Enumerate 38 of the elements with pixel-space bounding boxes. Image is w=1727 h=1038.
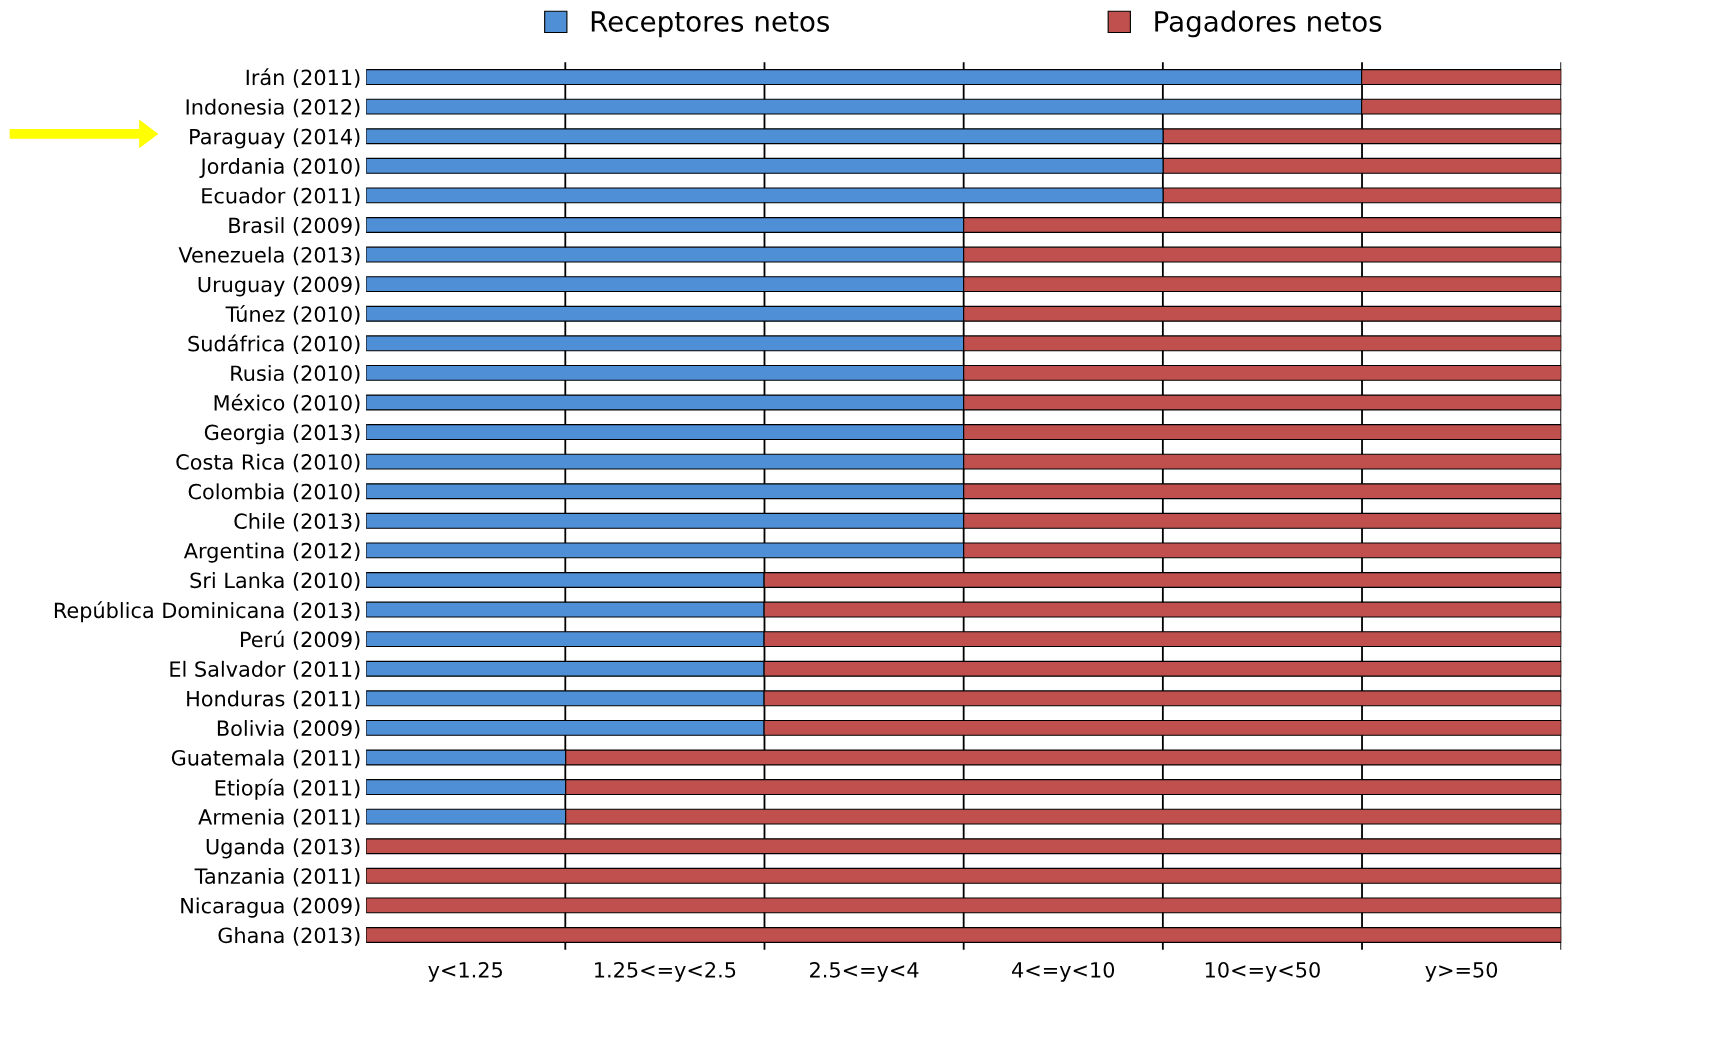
text: y>=50 xyxy=(1425,961,1498,982)
y-tick-label: República Dominicana (2013) xyxy=(54,601,360,623)
y-tick-label: Venezuela (2013) xyxy=(178,246,360,266)
y-tick-label: Costa Rica (2010) xyxy=(176,453,360,473)
text: 4<=y<10 xyxy=(1012,961,1115,982)
y-tick-label: Guatemala (2011) xyxy=(171,749,360,769)
y-tick-label: El Salvador (2011) xyxy=(170,660,360,680)
y-tick-label: Tanzania (2011) xyxy=(194,867,360,887)
y-tick-label: Sri Lanka (2010) xyxy=(190,572,360,591)
y-tick-label: Irán (2011) xyxy=(246,68,360,88)
y-tick-label: Paraguay (2014) xyxy=(190,128,360,149)
y-tick-label: México (2010) xyxy=(214,393,360,414)
y-tick-label: Ecuador (2011) xyxy=(202,187,360,207)
y-tick-label: Uganda (2013) xyxy=(206,838,360,859)
y-tick-label: Argentina (2012) xyxy=(183,542,360,563)
y-tick-label: Jordania (2010) xyxy=(199,157,360,178)
legend-label: Pagadores netos xyxy=(1155,10,1382,38)
y-tick-label: Armenia (2011) xyxy=(198,808,360,828)
text: y<1.25 xyxy=(428,961,502,982)
legend-label: Receptores netos xyxy=(591,11,830,38)
y-tick-label: Nicaragua (2009) xyxy=(181,897,360,918)
text: 10<=y<50 xyxy=(1205,961,1320,982)
y-tick-label: Colombia (2010) xyxy=(188,483,360,502)
y-tick-label: Perú (2009) xyxy=(241,630,360,650)
y-tick-label: Rusia (2010) xyxy=(231,364,360,384)
y-tick-label: Sudáfrica (2010) xyxy=(188,334,360,354)
y-tick-label: Chile (2013) xyxy=(234,512,360,532)
y-tick-label: Brasil (2009) xyxy=(229,217,360,236)
y-tick-label: Georgia (2013) xyxy=(204,424,360,445)
y-tick-label: Túnez (2010) xyxy=(225,304,360,325)
y-tick-label: Uruguay (2009) xyxy=(198,276,360,297)
y-tick-label: Bolivia (2009) xyxy=(217,719,360,739)
y-tick-label: Ghana (2013) xyxy=(218,927,360,946)
y-tick-label: Etiopía (2011) xyxy=(215,778,360,800)
text: 2.5<=y<4 xyxy=(810,961,919,982)
y-tick-label: Honduras (2011) xyxy=(187,690,360,709)
text: 1.25<=y<2.5 xyxy=(595,961,736,982)
y-tick-label: Indonesia (2012) xyxy=(186,98,360,118)
